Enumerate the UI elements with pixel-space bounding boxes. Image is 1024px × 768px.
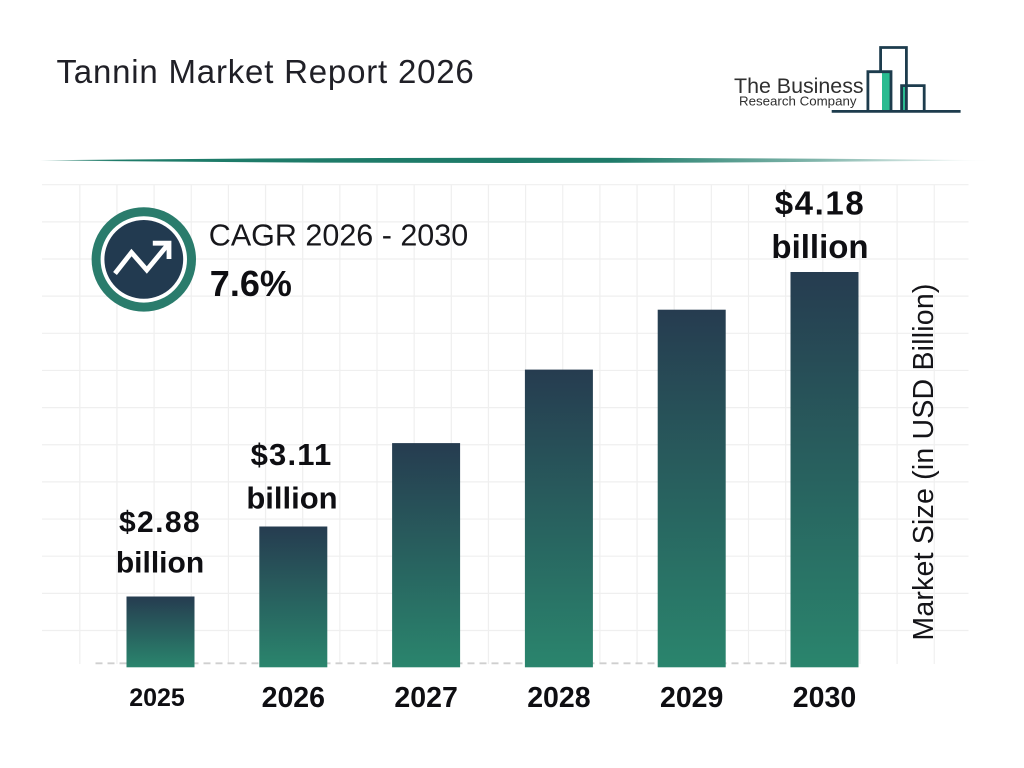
svg-text:2028: 2028 <box>527 682 590 714</box>
svg-text:2027: 2027 <box>394 682 457 714</box>
svg-text:$3.11: $3.11 <box>251 437 333 472</box>
svg-text:billion: billion <box>771 228 868 265</box>
svg-text:$4.18: $4.18 <box>775 185 866 222</box>
svg-text:2026: 2026 <box>262 682 325 714</box>
svg-text:The Business: The Business <box>734 74 864 98</box>
svg-text:2029: 2029 <box>660 682 723 714</box>
svg-text:2025: 2025 <box>129 684 185 712</box>
svg-text:7.6%: 7.6% <box>210 263 292 304</box>
svg-text:billion: billion <box>246 480 337 515</box>
svg-text:Tannin Market Report 2026: Tannin Market Report 2026 <box>57 53 475 90</box>
svg-text:CAGR 2026 - 2030: CAGR 2026 - 2030 <box>209 219 468 253</box>
svg-text:Market Size (in USD Billion): Market Size (in USD Billion) <box>908 283 940 640</box>
svg-text:billion: billion <box>116 547 204 580</box>
svg-text:2030: 2030 <box>793 682 856 714</box>
svg-text:$2.88: $2.88 <box>119 506 201 539</box>
svg-text:Research Company: Research Company <box>739 94 857 109</box>
